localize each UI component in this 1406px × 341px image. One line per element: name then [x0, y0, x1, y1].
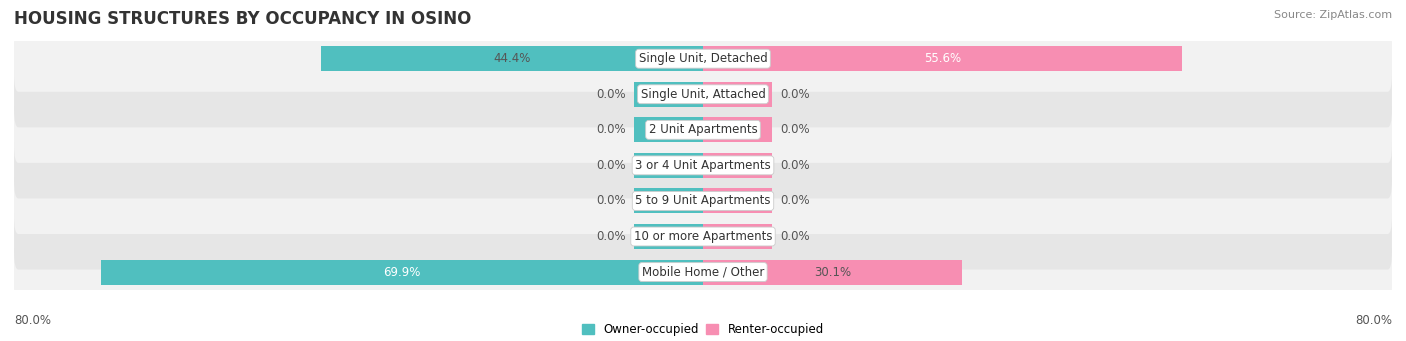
Bar	[634, 153, 703, 178]
Text: Source: ZipAtlas.com: Source: ZipAtlas.com	[1274, 10, 1392, 20]
FancyBboxPatch shape	[14, 61, 1392, 127]
Text: HOUSING STRUCTURES BY OCCUPANCY IN OSINO: HOUSING STRUCTURES BY OCCUPANCY IN OSINO	[14, 10, 471, 28]
Text: Mobile Home / Other: Mobile Home / Other	[641, 266, 765, 279]
Bar	[703, 189, 772, 213]
Text: 80.0%: 80.0%	[14, 314, 51, 327]
Bar	[634, 224, 703, 249]
Bar	[634, 117, 703, 142]
FancyBboxPatch shape	[14, 26, 1392, 92]
Text: 0.0%: 0.0%	[596, 230, 626, 243]
Text: 0.0%: 0.0%	[780, 194, 810, 207]
Bar	[634, 189, 703, 213]
Text: 80.0%: 80.0%	[1355, 314, 1392, 327]
Text: 0.0%: 0.0%	[780, 230, 810, 243]
FancyBboxPatch shape	[14, 239, 1392, 305]
FancyBboxPatch shape	[14, 132, 1392, 198]
Text: 30.1%: 30.1%	[814, 266, 851, 279]
Bar	[703, 46, 1182, 71]
Text: 2 Unit Apartments: 2 Unit Apartments	[648, 123, 758, 136]
FancyBboxPatch shape	[14, 168, 1392, 234]
Bar	[321, 46, 703, 71]
Bar	[703, 153, 772, 178]
Text: 69.9%: 69.9%	[384, 266, 420, 279]
FancyBboxPatch shape	[14, 204, 1392, 270]
Text: 0.0%: 0.0%	[780, 159, 810, 172]
Text: 0.0%: 0.0%	[596, 123, 626, 136]
Bar	[703, 82, 772, 107]
Text: 5 to 9 Unit Apartments: 5 to 9 Unit Apartments	[636, 194, 770, 207]
FancyBboxPatch shape	[14, 97, 1392, 163]
Text: 10 or more Apartments: 10 or more Apartments	[634, 230, 772, 243]
Legend: Owner-occupied, Renter-occupied: Owner-occupied, Renter-occupied	[579, 321, 827, 339]
Text: 0.0%: 0.0%	[780, 123, 810, 136]
Text: 44.4%: 44.4%	[494, 52, 530, 65]
Text: 0.0%: 0.0%	[596, 159, 626, 172]
Text: 0.0%: 0.0%	[596, 88, 626, 101]
Text: 55.6%: 55.6%	[924, 52, 960, 65]
Text: Single Unit, Attached: Single Unit, Attached	[641, 88, 765, 101]
Bar	[634, 82, 703, 107]
Bar	[703, 260, 962, 284]
Bar	[703, 224, 772, 249]
Text: 3 or 4 Unit Apartments: 3 or 4 Unit Apartments	[636, 159, 770, 172]
Text: Single Unit, Detached: Single Unit, Detached	[638, 52, 768, 65]
Text: 0.0%: 0.0%	[596, 194, 626, 207]
Bar	[703, 117, 772, 142]
Text: 0.0%: 0.0%	[780, 88, 810, 101]
Bar	[101, 260, 703, 284]
